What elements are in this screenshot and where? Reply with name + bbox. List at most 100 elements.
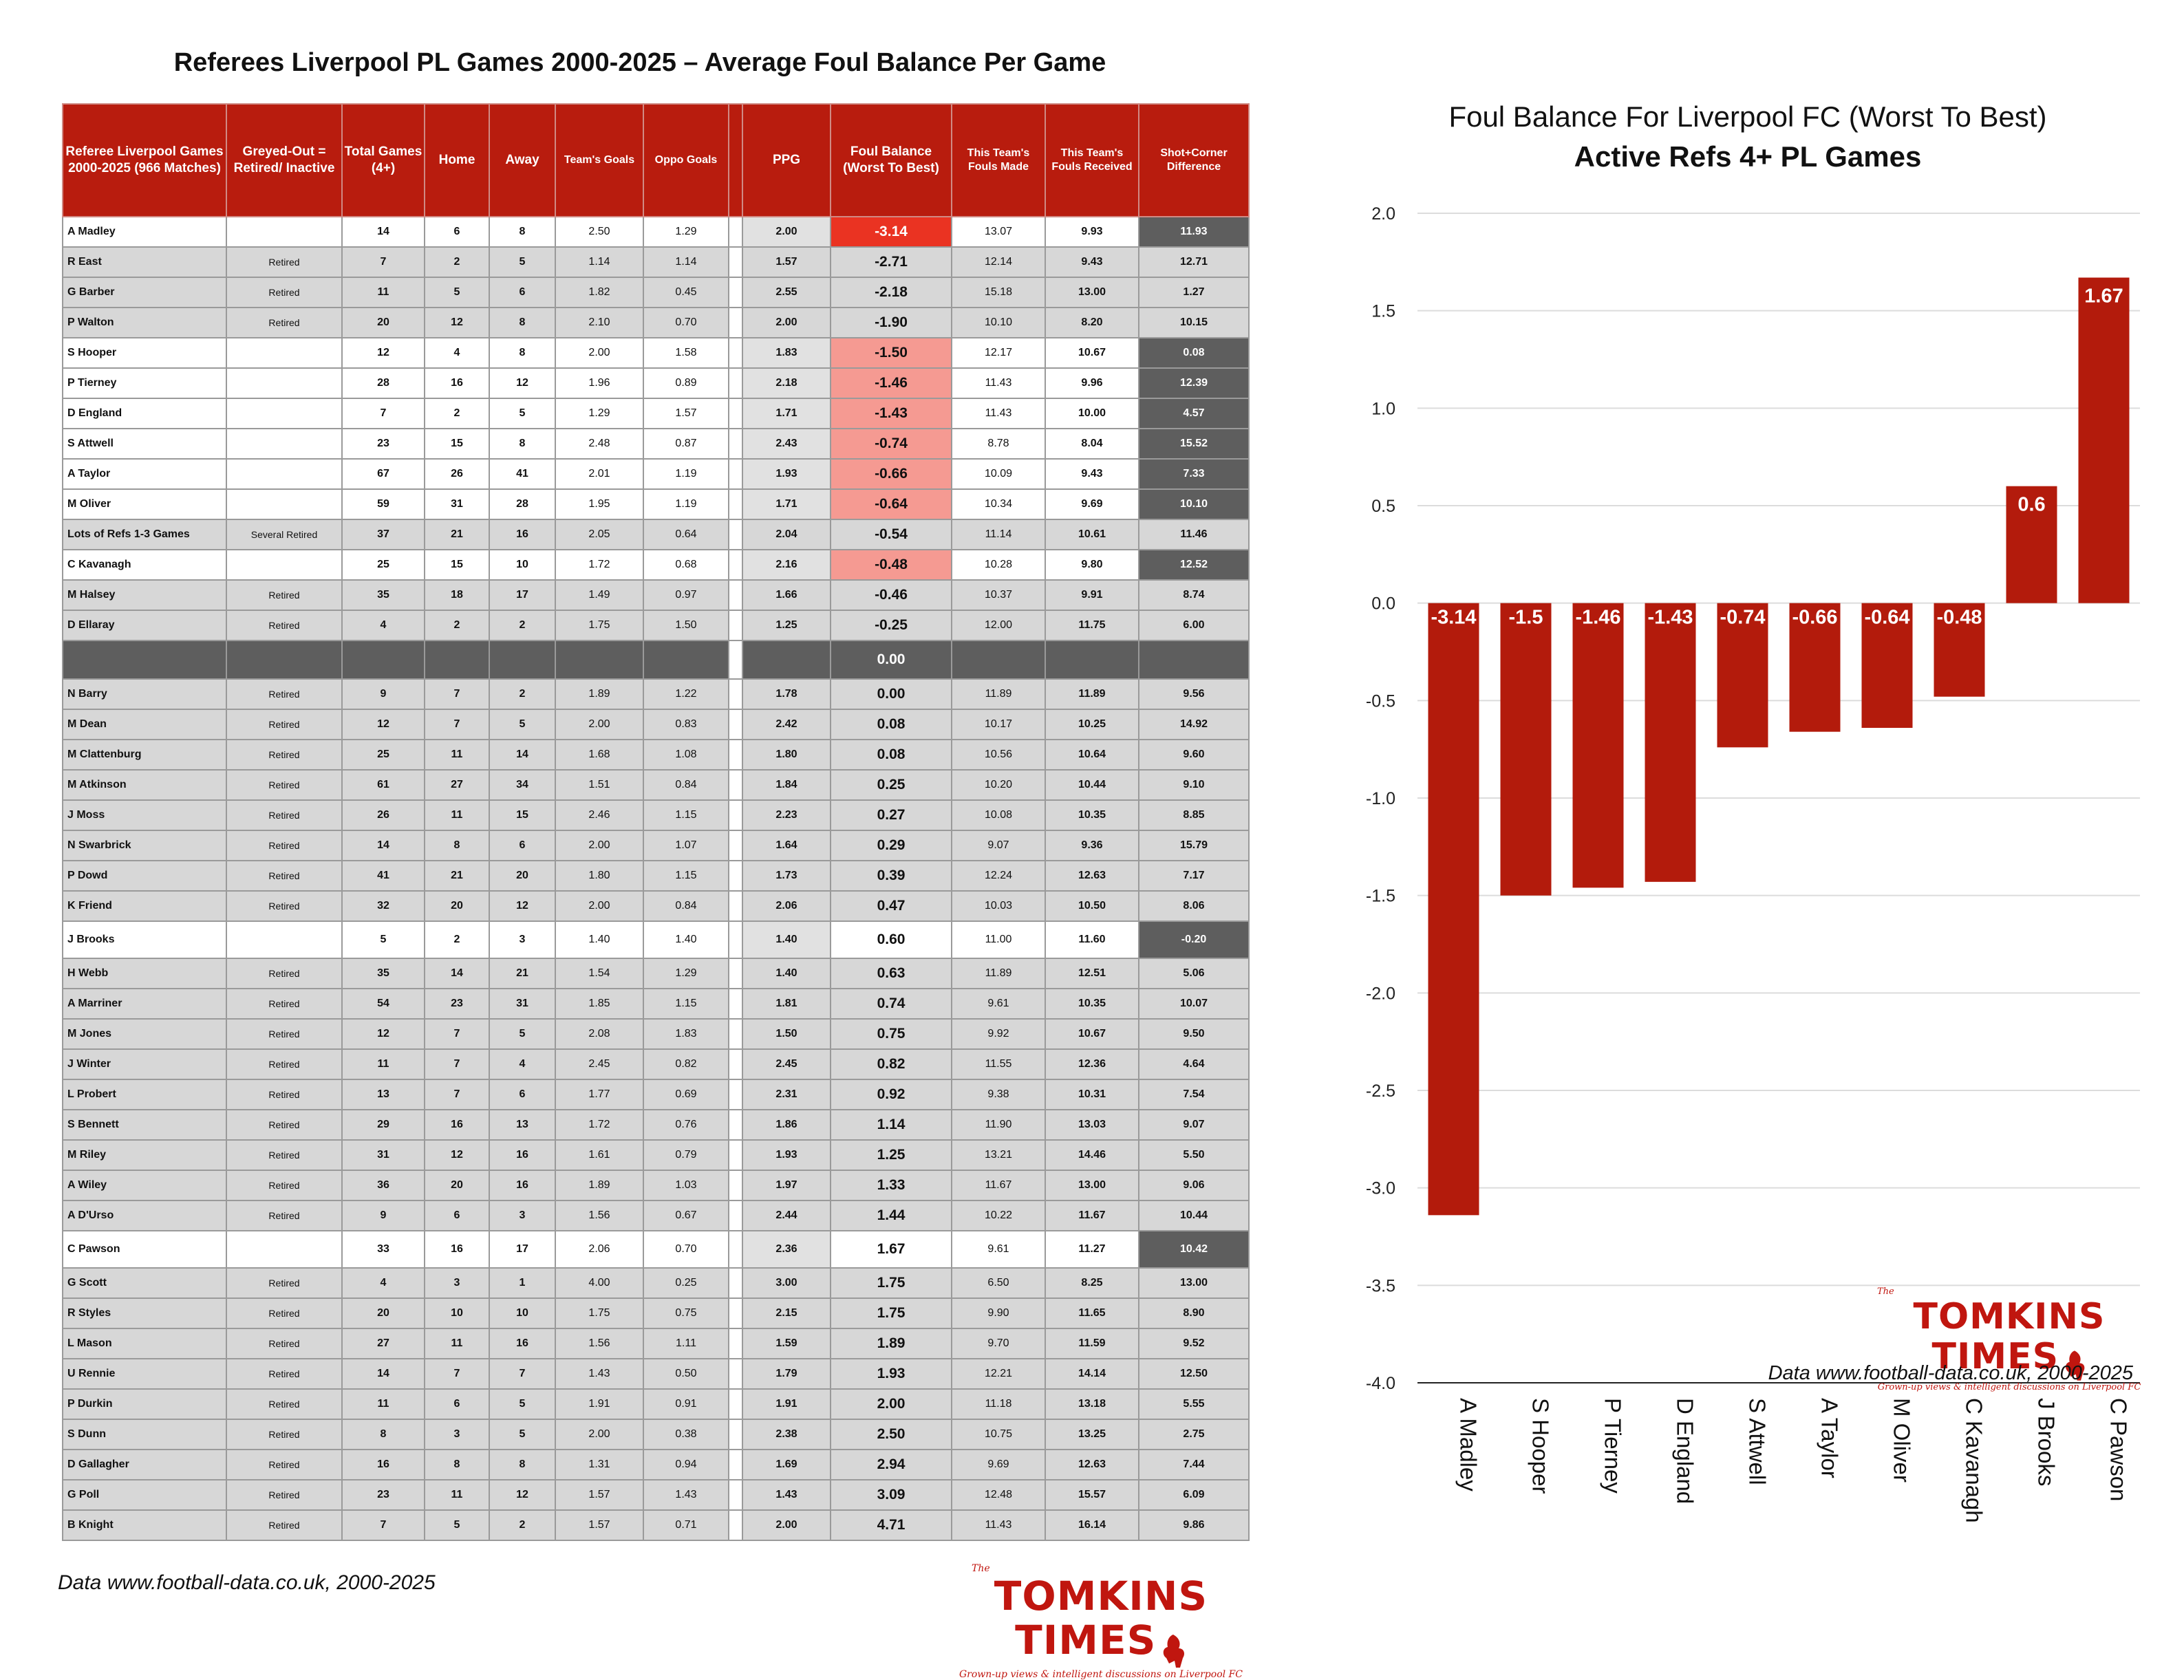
table-row: K Friend Retired 32 20 12 2.00 0.84 2.06 0.47 10.… xyxy=(62,890,1250,922)
row-shot-corner: 9.06 xyxy=(1138,1170,1250,1201)
row-total-games: 32 xyxy=(341,890,425,922)
logo-the: The xyxy=(972,1563,990,1574)
row-gap xyxy=(728,246,743,278)
row-home: 2 xyxy=(424,398,490,429)
row-fouls-received: 12.36 xyxy=(1045,1048,1139,1080)
row-oppo-goals: 1.19 xyxy=(643,458,729,490)
row-ppg: 2.43 xyxy=(742,428,831,460)
row-home: 7 xyxy=(424,709,490,740)
row-fouls-received: 11.89 xyxy=(1045,678,1139,710)
row-team-goals: 1.89 xyxy=(555,678,644,710)
row-status: Retired xyxy=(226,1419,343,1450)
row-shot-corner: 7.33 xyxy=(1138,458,1250,490)
row-oppo-goals: 0.68 xyxy=(643,549,729,581)
row-away: 20 xyxy=(489,860,556,892)
row-total-games: 59 xyxy=(341,488,425,520)
header-ppg: PPG xyxy=(742,103,831,217)
row-foul-balance: 1.75 xyxy=(830,1267,952,1299)
y-tick-label: -1.5 xyxy=(1366,887,1395,906)
row-fouls-received: 14.14 xyxy=(1045,1358,1139,1390)
row-gap xyxy=(728,367,743,399)
table-row: A Madley 14 6 8 2.50 1.29 2.00 -3.14 13.07 9.93 11… xyxy=(62,216,1250,248)
row-ppg: 2.00 xyxy=(742,1509,831,1541)
row-oppo-goals: 1.29 xyxy=(643,958,729,989)
row-oppo-goals: 1.29 xyxy=(643,216,729,248)
row-fouls-made: 9.38 xyxy=(951,1079,1046,1110)
row-oppo-goals: 0.79 xyxy=(643,1139,729,1171)
row-away: 16 xyxy=(489,519,556,550)
table-row: A D'Urso Retired 9 6 3 1.56 0.67 2.44 1.44 10.22 1… xyxy=(62,1200,1250,1231)
table-row: M Dean Retired 12 7 5 2.00 0.83 2.42 0.08 10.17 10… xyxy=(62,709,1250,740)
row-total-games: 25 xyxy=(341,549,425,581)
row-status: Retired xyxy=(226,1479,343,1511)
bar-value-label: -1.5 xyxy=(1509,607,1543,629)
row-shot-corner: 9.10 xyxy=(1138,769,1250,801)
row-ppg: 3.00 xyxy=(742,1267,831,1299)
row-referee: D Ellaray xyxy=(62,610,227,641)
chart-source-note: Data www.football-data.co.uk, 2000-2025 xyxy=(1768,1362,2133,1384)
row-fouls-made: 9.92 xyxy=(951,1018,1046,1050)
row-gap xyxy=(728,337,743,369)
table-row: Lots of Refs 1-3 Games Several Retired 37 2… xyxy=(62,519,1250,550)
table-row: N Barry Retired 9 7 2 1.89 1.22 1.78 0.00 11.89 11… xyxy=(62,678,1250,710)
row-referee: P Walton xyxy=(62,307,227,338)
row-total-games: 23 xyxy=(341,1479,425,1511)
left-source-note: Data www.football-data.co.uk, 2000-2025 xyxy=(58,1571,436,1594)
row-gap xyxy=(728,277,743,308)
row-foul-balance: 0.74 xyxy=(830,988,952,1020)
row-away: 14 xyxy=(489,739,556,771)
row-status: Retired xyxy=(226,277,343,308)
row-fouls-made: 10.17 xyxy=(951,709,1046,740)
row-fouls-received: 9.96 xyxy=(1045,367,1139,399)
row-away: 12 xyxy=(489,367,556,399)
row-fouls-received: 13.03 xyxy=(1045,1109,1139,1141)
row-referee: S Dunn xyxy=(62,1419,227,1450)
row-shot-corner: 0.08 xyxy=(1138,337,1250,369)
row-shot-corner: 9.50 xyxy=(1138,1018,1250,1050)
row-oppo-goals: 1.50 xyxy=(643,610,729,641)
row-foul-balance: -1.50 xyxy=(830,337,952,369)
row-fouls-made: 11.89 xyxy=(951,958,1046,989)
row-referee: P Dowd xyxy=(62,860,227,892)
left-title: Referees Liverpool PL Games 2000-2025 – … xyxy=(173,48,1106,77)
row-fouls-received: 12.63 xyxy=(1045,860,1139,892)
row-ppg: 1.93 xyxy=(742,458,831,490)
row-total-games: 41 xyxy=(341,860,425,892)
row-fouls-received: 13.00 xyxy=(1045,277,1139,308)
referee-table-wrap: Referee Liverpool Games 2000-2025 (966 M… xyxy=(62,103,1250,1541)
row-home: 20 xyxy=(424,1170,490,1201)
table-row: M Riley Retired 31 12 16 1.61 0.79 1.93 1.25 13.2… xyxy=(62,1139,1250,1171)
row-away: 41 xyxy=(489,458,556,490)
row-fouls-received: 8.04 xyxy=(1045,428,1139,460)
row-referee: S Attwell xyxy=(62,428,227,460)
row-home: 16 xyxy=(424,1109,490,1141)
row-fouls-made: 11.67 xyxy=(951,1170,1046,1201)
row-referee: A Marriner xyxy=(62,988,227,1020)
row-fouls-received: 12.51 xyxy=(1045,958,1139,989)
row-status xyxy=(226,549,343,581)
row-oppo-goals: 0.84 xyxy=(643,769,729,801)
logo-brand: TOMKINS TIMES xyxy=(994,1573,1208,1663)
row-shot-corner: 7.17 xyxy=(1138,860,1250,892)
row-total-games: 9 xyxy=(341,1200,425,1231)
row-team-goals: 2.00 xyxy=(555,337,644,369)
row-referee: D England xyxy=(62,398,227,429)
row-home: 5 xyxy=(424,1509,490,1541)
row-fouls-received: 9.69 xyxy=(1045,488,1139,520)
row-referee: R Styles xyxy=(62,1297,227,1329)
row-referee: S Bennett xyxy=(62,1109,227,1141)
row-oppo-goals: 1.19 xyxy=(643,488,729,520)
row-fouls-received: 11.65 xyxy=(1045,1297,1139,1329)
row-foul-balance: 0.39 xyxy=(830,860,952,892)
bar-c-kavanagh xyxy=(1934,603,1985,697)
row-fouls-made: 12.00 xyxy=(951,610,1046,641)
bar-value-label: -0.74 xyxy=(1720,607,1765,629)
row-home: 26 xyxy=(424,458,490,490)
row-fouls-received: 9.93 xyxy=(1045,216,1139,248)
row-ppg: 2.44 xyxy=(742,1200,831,1231)
row-home: 10 xyxy=(424,1297,490,1329)
row-away: 2 xyxy=(489,1509,556,1541)
row-status: Retired xyxy=(226,610,343,641)
row-status: Retired xyxy=(226,1200,343,1231)
row-referee: M Halsey xyxy=(62,579,227,611)
